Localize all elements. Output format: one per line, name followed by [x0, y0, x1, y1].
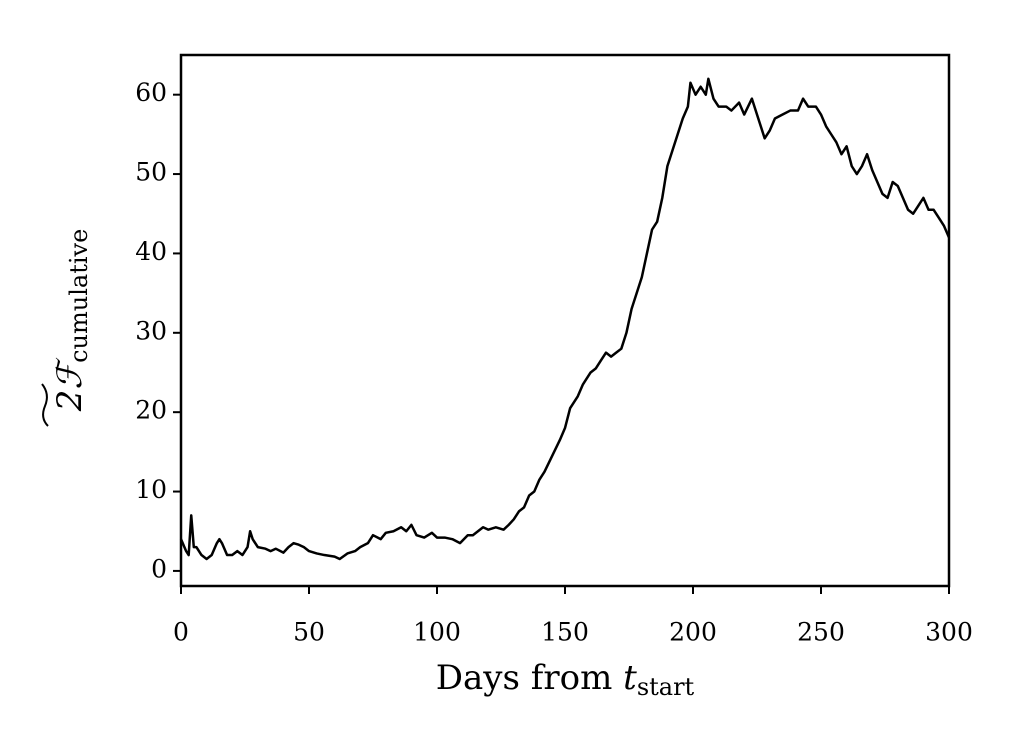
x-tick-label: 100 [413, 618, 461, 647]
y-axis-label-group: 2ℱcumulative [41, 229, 93, 427]
x-tick-label: 200 [669, 618, 717, 647]
axes-frame [179, 53, 951, 588]
x-tick-label: 300 [925, 618, 973, 647]
y-tick-label: 0 [151, 554, 167, 583]
y-label-sub: cumulative [65, 229, 93, 363]
y-tick-label: 40 [135, 237, 167, 266]
x-tick-label: 50 [293, 618, 325, 647]
y-axis-label: 2ℱcumulative [50, 229, 93, 413]
y-label-text: 2ℱ [50, 357, 90, 413]
y-tick-label: 30 [135, 316, 167, 345]
x-tick-label: 150 [541, 618, 589, 647]
x-axis-label: Days from tstart [436, 658, 695, 701]
x-label-var: t [623, 658, 637, 698]
tilde [41, 383, 49, 427]
x-label-text: Days from [436, 658, 623, 698]
data-line [179, 77, 951, 561]
x-label-sub: start [637, 673, 695, 701]
x-tick-label: 250 [797, 618, 845, 647]
y-tick-label: 20 [135, 396, 167, 425]
y-tick-label: 50 [135, 158, 167, 187]
x-tick-label: 0 [173, 618, 189, 647]
y-tick-label: 10 [135, 475, 167, 504]
y-tick-label: 60 [135, 78, 167, 107]
